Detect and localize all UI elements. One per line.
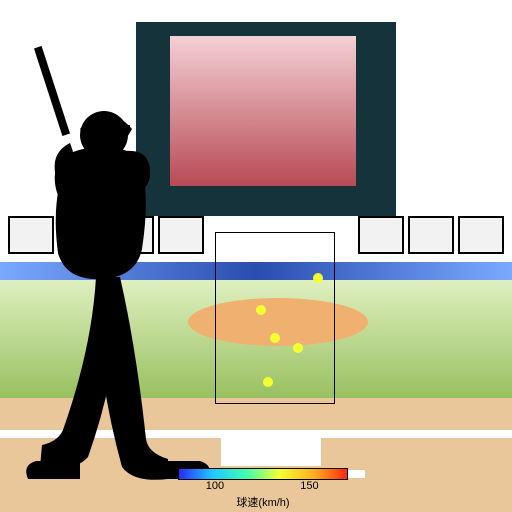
stand-section bbox=[458, 216, 504, 254]
pitch-marker bbox=[293, 343, 303, 353]
stand-section bbox=[408, 216, 454, 254]
speed-tick: 100 bbox=[206, 480, 224, 492]
pitch-marker bbox=[313, 273, 323, 283]
batter-silhouette bbox=[0, 45, 250, 485]
speed-tick: 150 bbox=[300, 480, 318, 492]
pitch-marker bbox=[256, 305, 266, 315]
foul-line-right bbox=[321, 430, 512, 438]
pitch-marker bbox=[263, 377, 273, 387]
stand-section bbox=[358, 216, 404, 254]
pitch-marker bbox=[270, 333, 280, 343]
pitch-location-chart: 100 150 球速(km/h) bbox=[0, 0, 512, 512]
speed-legend: 100 150 球速(km/h) bbox=[178, 468, 348, 510]
speed-legend-label: 球速(km/h) bbox=[178, 494, 348, 510]
speed-colorbar bbox=[178, 468, 348, 480]
